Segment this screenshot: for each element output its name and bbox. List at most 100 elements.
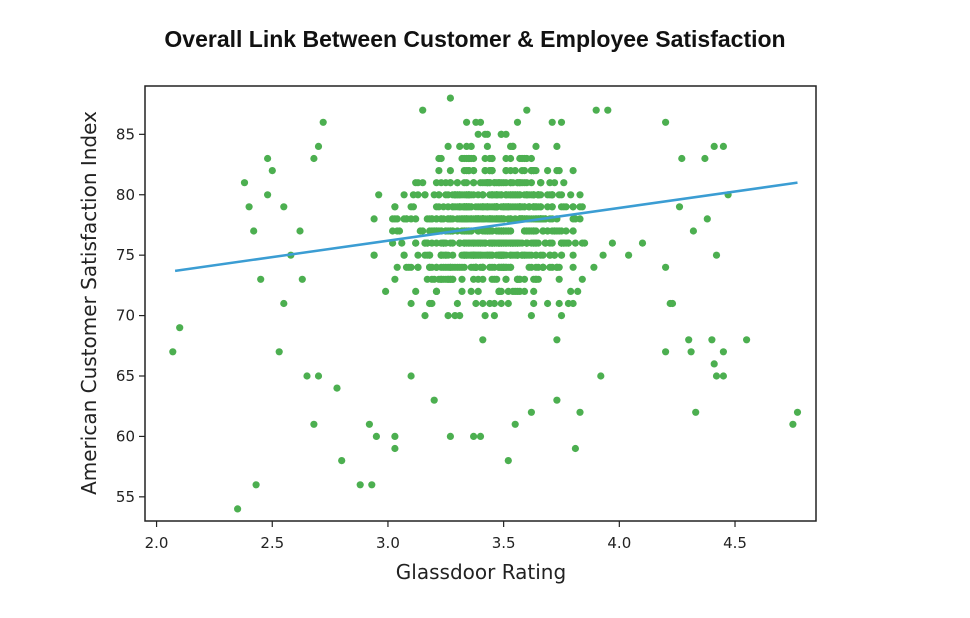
data-point xyxy=(527,312,536,320)
data-point xyxy=(240,179,249,187)
data-point xyxy=(407,215,415,223)
data-point xyxy=(449,251,457,259)
data-point xyxy=(532,142,540,150)
data-point xyxy=(504,287,512,295)
data-point xyxy=(319,118,327,126)
data-point xyxy=(389,227,397,235)
data-point xyxy=(692,408,700,416)
data-point xyxy=(553,142,561,150)
data-point xyxy=(507,154,515,163)
data-point xyxy=(446,94,454,102)
data-point xyxy=(458,251,466,259)
data-point xyxy=(710,142,718,150)
data-point xyxy=(507,142,515,150)
data-point xyxy=(176,324,184,332)
y-tick-label: 80 xyxy=(116,186,135,204)
data-point xyxy=(446,432,454,440)
data-point xyxy=(479,215,487,223)
y-tick-label: 60 xyxy=(116,427,135,445)
data-point xyxy=(509,179,517,187)
data-point xyxy=(298,275,306,283)
data-point xyxy=(451,312,459,320)
data-point xyxy=(419,106,427,114)
data-point xyxy=(393,263,401,271)
data-point xyxy=(483,142,491,150)
data-point xyxy=(546,263,554,271)
data-point xyxy=(428,299,436,308)
data-point xyxy=(502,203,510,211)
data-point xyxy=(280,299,288,308)
data-point xyxy=(486,299,494,308)
data-point xyxy=(479,179,487,187)
plot-frame xyxy=(144,85,817,522)
data-point xyxy=(453,179,461,187)
data-point xyxy=(391,444,399,453)
data-point xyxy=(432,287,441,295)
data-point xyxy=(502,179,510,187)
data-point xyxy=(257,275,265,283)
data-point xyxy=(338,457,346,465)
data-point xyxy=(474,287,482,295)
x-tick-label: 4.0 xyxy=(607,534,631,552)
trend-line-group xyxy=(174,181,798,273)
data-point xyxy=(555,299,563,308)
data-point xyxy=(275,348,283,356)
data-point xyxy=(472,299,480,308)
data-point xyxy=(310,420,318,428)
data-point xyxy=(432,215,441,223)
data-point xyxy=(423,251,431,259)
data-point xyxy=(703,215,711,223)
data-point xyxy=(481,251,489,259)
data-point xyxy=(414,251,422,259)
data-point xyxy=(398,239,406,247)
data-point xyxy=(553,396,561,404)
data-point xyxy=(662,348,670,356)
data-point xyxy=(458,287,466,295)
data-point xyxy=(430,191,438,199)
data-point xyxy=(444,142,452,150)
data-point xyxy=(264,154,272,163)
data-point xyxy=(474,203,482,211)
data-point xyxy=(548,118,556,126)
data-point xyxy=(520,287,529,295)
data-point xyxy=(675,203,684,211)
data-point xyxy=(264,191,272,199)
trend-line xyxy=(174,181,798,273)
data-point xyxy=(407,203,415,211)
data-point xyxy=(458,263,466,271)
x-tick-label: 4.5 xyxy=(723,534,747,552)
data-point xyxy=(296,227,304,235)
x-tick-label: 3.0 xyxy=(376,534,400,552)
data-point xyxy=(458,203,466,211)
data-point xyxy=(495,251,503,259)
data-point xyxy=(488,239,496,247)
data-point xyxy=(567,287,575,295)
data-point xyxy=(544,167,552,175)
data-point xyxy=(557,251,566,259)
data-point xyxy=(476,432,485,440)
data-point xyxy=(234,505,242,513)
data-point xyxy=(493,275,501,283)
data-point xyxy=(576,203,584,211)
x-tick-label: 3.5 xyxy=(492,534,516,552)
data-point xyxy=(421,312,429,320)
data-point xyxy=(370,215,378,223)
data-point xyxy=(268,167,276,175)
data-point xyxy=(470,191,478,199)
data-point xyxy=(280,203,288,211)
data-point xyxy=(400,215,408,223)
data-point xyxy=(419,179,427,187)
data-point xyxy=(555,275,563,283)
data-point xyxy=(474,130,482,138)
data-point xyxy=(456,142,464,150)
data-point xyxy=(497,215,505,223)
data-point xyxy=(382,287,390,295)
data-point xyxy=(569,203,577,211)
data-point xyxy=(493,203,501,211)
data-point xyxy=(409,191,417,199)
data-point xyxy=(557,227,566,235)
data-point xyxy=(571,444,580,453)
data-point xyxy=(245,203,253,211)
data-point xyxy=(569,227,577,235)
